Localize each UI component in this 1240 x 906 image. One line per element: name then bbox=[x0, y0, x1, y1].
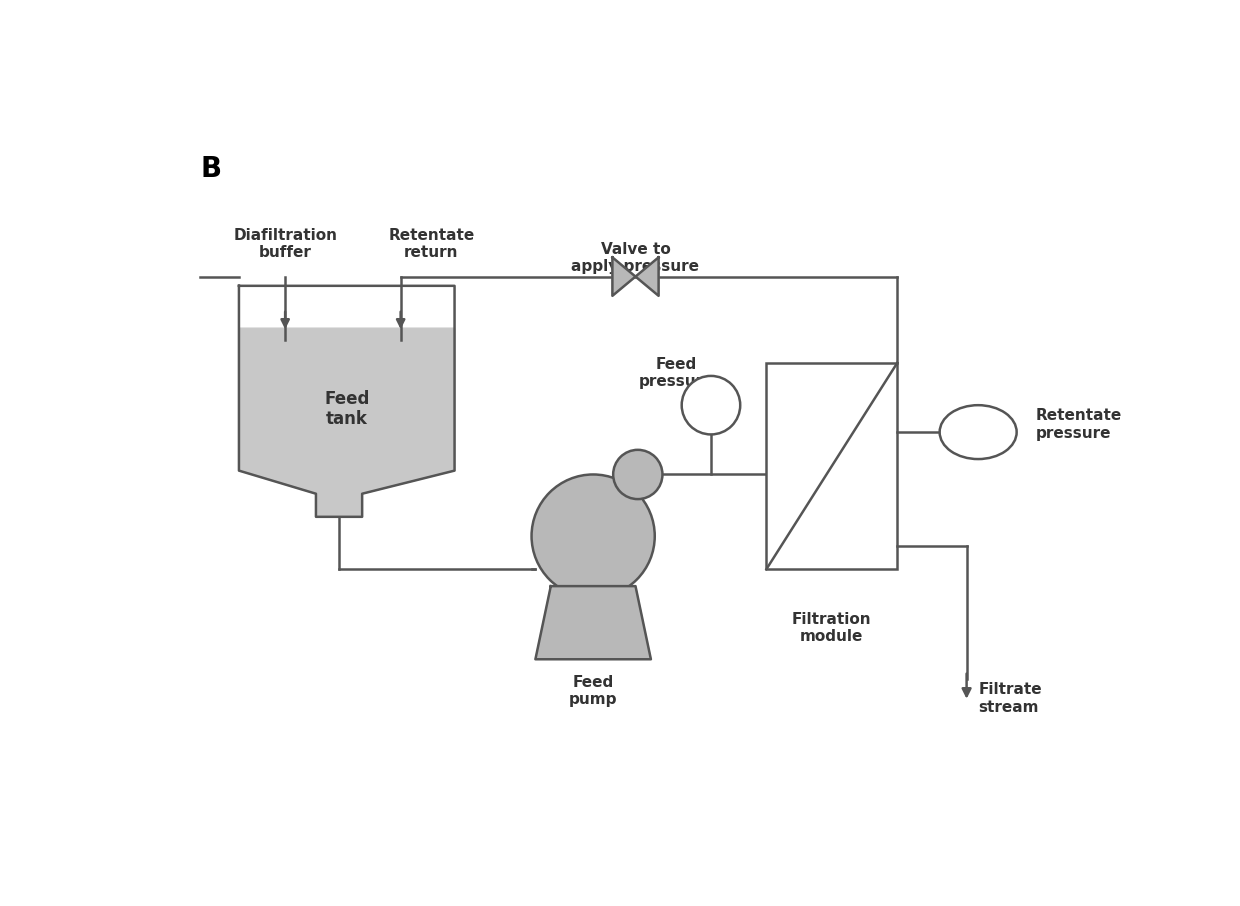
Ellipse shape bbox=[940, 405, 1017, 459]
Text: Feed
pump: Feed pump bbox=[569, 675, 618, 707]
Polygon shape bbox=[613, 257, 635, 296]
Bar bbox=[766, 362, 898, 569]
Text: Filtration
module: Filtration module bbox=[792, 612, 872, 644]
Text: Valve to
apply pressure: Valve to apply pressure bbox=[572, 242, 699, 275]
Text: Diafiltration
buffer: Diafiltration buffer bbox=[233, 228, 337, 260]
Circle shape bbox=[532, 475, 655, 598]
Text: Feed
pressure: Feed pressure bbox=[639, 357, 714, 389]
Text: Filtrate
stream: Filtrate stream bbox=[978, 682, 1042, 715]
Polygon shape bbox=[239, 328, 455, 516]
Polygon shape bbox=[536, 586, 651, 660]
Text: B: B bbox=[201, 155, 222, 183]
Circle shape bbox=[682, 376, 740, 435]
Circle shape bbox=[613, 450, 662, 499]
Polygon shape bbox=[635, 257, 658, 296]
Text: Feed
tank: Feed tank bbox=[324, 390, 370, 429]
Text: Retentate
pressure: Retentate pressure bbox=[1035, 409, 1122, 440]
Text: Retentate
return: Retentate return bbox=[388, 228, 475, 260]
